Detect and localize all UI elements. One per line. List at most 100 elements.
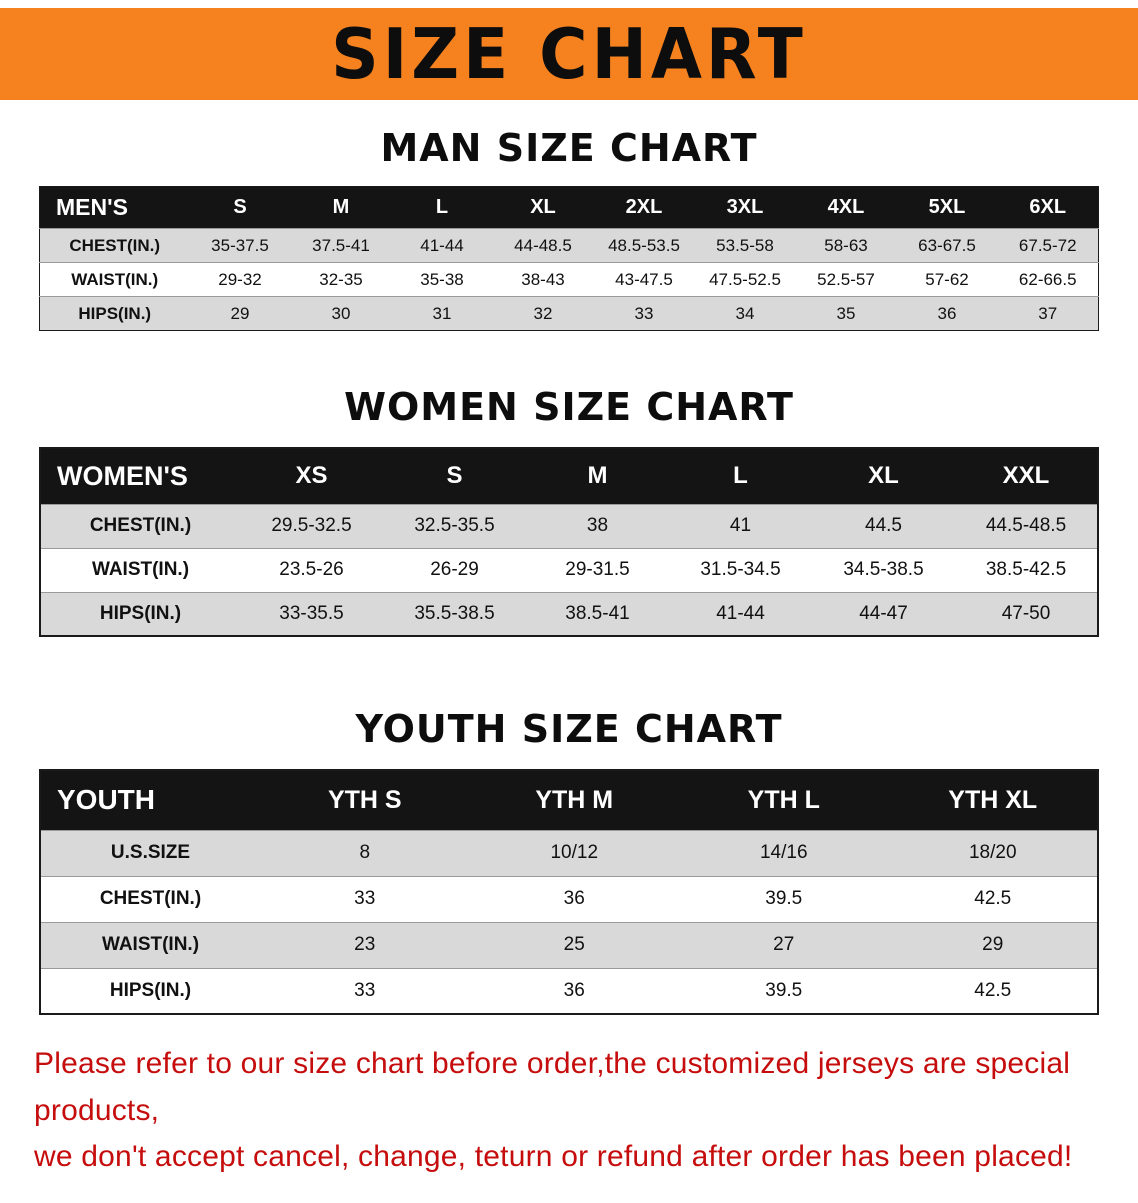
disclaimer-line-1: Please refer to our size chart before or… — [34, 1047, 1071, 1127]
size-header-cell: L — [669, 448, 812, 504]
table-row: WAIST(IN.) 29-32 32-35 35-38 38-43 43-47.5 47.… — [39, 262, 1099, 297]
value-cell: 23 — [354, 934, 376, 955]
value-cell: 57-62 — [925, 269, 969, 289]
size-header-cell: XL — [492, 186, 594, 229]
size-header-cell: 6XL — [997, 186, 1099, 229]
table-title-cell: MEN'S — [39, 186, 190, 229]
man-section-heading: MAN SIZE CHART — [380, 126, 758, 170]
table-row: HIPS(IN.) 33 36 39.5 42.5 — [40, 968, 1098, 1014]
value-cell: 31 — [432, 303, 452, 323]
banner: SIZE CHART — [0, 8, 1138, 100]
youth-size-section: YOUTH SIZE CHART YOUTH YTH S YTH M YTH L YTH… — [0, 707, 1138, 1015]
value-cell: 36 — [563, 888, 585, 909]
value-cell: 37.5-41 — [312, 235, 370, 255]
value-cell: 34.5-38.5 — [843, 559, 924, 580]
value-cell: 43-47.5 — [615, 269, 673, 289]
value-cell: 36 — [937, 303, 957, 323]
value-cell: 39.5 — [765, 979, 803, 1001]
table-header-row: WOMEN'S XS S M L XL XXL — [40, 448, 1098, 504]
value-cell: 29-32 — [218, 269, 262, 289]
value-cell: 47-50 — [1001, 602, 1051, 624]
size-header-cell: S — [189, 186, 291, 229]
value-cell: 35-37.5 — [211, 235, 269, 255]
value-cell: 38 — [586, 515, 609, 536]
size-header-cell: YTH S — [260, 770, 470, 830]
value-cell: 27 — [773, 934, 795, 955]
value-cell: 26-29 — [430, 559, 479, 580]
value-cell: 33 — [354, 979, 376, 1001]
page-title: SIZE CHART — [331, 13, 807, 95]
value-cell: 37 — [1038, 303, 1058, 323]
youth-section-heading: YOUTH SIZE CHART — [355, 707, 783, 751]
size-header-cell: XS — [240, 448, 383, 504]
value-cell: 29 — [230, 303, 250, 323]
table-row: U.S.SIZE 8 10/12 14/16 18/20 — [40, 830, 1098, 876]
value-cell: 63-67.5 — [918, 235, 976, 255]
table-row: CHEST(IN.) 29.5-32.5 32.5-35.5 38 41 44.5 44.5… — [40, 504, 1098, 548]
row-label-cell: HIPS(IN.) — [109, 979, 192, 1001]
table-row: CHEST(IN.) 35-37.5 37.5-41 41-44 44-48.5 48.5… — [39, 228, 1099, 263]
value-cell: 35 — [836, 303, 856, 323]
value-cell: 38.5-41 — [565, 602, 630, 624]
value-cell: 10/12 — [550, 842, 599, 863]
value-cell: 38.5-42.5 — [985, 559, 1067, 580]
value-cell: 32.5-35.5 — [414, 515, 495, 536]
table-header-row: YOUTH YTH S YTH M YTH L YTH XL — [40, 770, 1098, 830]
value-cell: 29-31.5 — [565, 559, 630, 580]
value-cell: 29 — [982, 934, 1004, 955]
size-header-cell: XXL — [955, 448, 1098, 504]
man-size-section: MAN SIZE CHART MEN'S S M L XL 2XL 3XL 4XL 5XL 6XL… — [0, 126, 1138, 331]
value-cell: 25 — [563, 934, 585, 955]
table-header-row: MEN'S S M L XL 2XL 3XL 4XL 5XL 6XL — [39, 186, 1099, 229]
size-header-cell: 3XL — [694, 186, 796, 229]
table-row: HIPS(IN.) 29 30 31 32 33 34 35 36 37 — [39, 296, 1099, 331]
man-size-table: MEN'S S M L XL 2XL 3XL 4XL 5XL 6XL CHEST(IN.) 35-37… — [39, 186, 1099, 331]
youth-size-table: YOUTH YTH S YTH M YTH L YTH XL U.S.SIZE 8 10/12… — [39, 769, 1099, 1015]
value-cell: 48.5-53.5 — [608, 235, 680, 255]
women-section-heading: WOMEN SIZE CHART — [344, 385, 794, 429]
table-row: WAIST(IN.) 23.5-26 26-29 29-31.5 31.5-34.5 34… — [40, 548, 1098, 592]
value-cell: 23.5-26 — [279, 559, 344, 580]
value-cell: 67.5-72 — [1018, 235, 1077, 255]
value-cell: 53.5-58 — [716, 235, 774, 255]
value-cell: 34 — [735, 303, 755, 323]
row-label-cell: WAIST(IN.) — [101, 934, 200, 955]
size-header-cell: YTH M — [469, 770, 679, 830]
women-size-section: WOMEN SIZE CHART WOMEN'S XS S M L XL XXL CHEST(… — [0, 385, 1138, 637]
value-cell: 32-35 — [319, 269, 363, 289]
value-cell: 44.5 — [865, 515, 902, 536]
value-cell: 33 — [354, 888, 376, 909]
size-header-cell: M — [526, 448, 669, 504]
value-cell: 35-38 — [420, 269, 464, 289]
value-cell: 44.5-48.5 — [985, 515, 1067, 536]
value-cell: 31.5-34.5 — [700, 559, 781, 580]
value-cell: 42.5 — [974, 888, 1012, 909]
size-header-cell: YTH XL — [888, 770, 1098, 830]
value-cell: 18/20 — [968, 842, 1017, 863]
size-header-cell: XL — [812, 448, 955, 504]
row-label-cell: U.S.SIZE — [110, 842, 191, 863]
row-label-cell: CHEST(IN.) — [99, 888, 202, 909]
value-cell: 52.5-57 — [817, 269, 875, 289]
value-cell: 29.5-32.5 — [271, 515, 352, 536]
disclaimer-line-2: we don't accept cancel, change, teturn o… — [34, 1140, 1073, 1173]
value-cell: 33 — [634, 303, 654, 323]
size-header-cell: S — [383, 448, 526, 504]
value-cell: 14/16 — [759, 842, 808, 863]
women-size-table: WOMEN'S XS S M L XL XXL CHEST(IN.) 29.5-32.5 32.5… — [39, 447, 1099, 637]
row-label-cell: HIPS(IN.) — [99, 602, 182, 624]
value-cell: 30 — [331, 303, 351, 323]
value-cell: 41 — [729, 515, 752, 536]
value-cell: 35.5-38.5 — [414, 602, 495, 624]
value-cell: 44-48.5 — [514, 235, 572, 255]
value-cell: 44-47 — [859, 602, 908, 624]
value-cell: 38-43 — [521, 269, 565, 289]
value-cell: 8 — [359, 842, 371, 863]
value-cell: 41-44 — [716, 602, 765, 624]
row-label-cell: CHEST(IN.) — [69, 235, 161, 255]
row-label-cell: WAIST(IN.) — [91, 559, 190, 580]
size-chart-page: SIZE CHART MAN SIZE CHART MEN'S S M L XL 2XL 3… — [0, 8, 1138, 1203]
value-cell: 62-66.5 — [1018, 269, 1077, 289]
disclaimer: Please refer to our size chart before or… — [0, 1041, 1138, 1203]
value-cell: 47.5-52.5 — [709, 269, 781, 289]
